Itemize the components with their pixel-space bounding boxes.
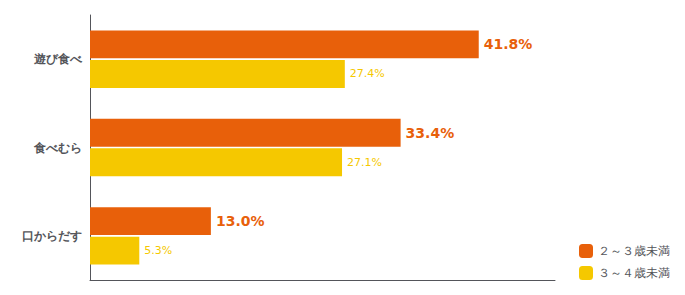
svg-text:33.4%: 33.4% xyxy=(406,125,455,141)
svg-text:5.3%: 5.3% xyxy=(144,244,172,257)
svg-text:41.8%: 41.8% xyxy=(484,36,533,52)
svg-text:口からだす: 口からだす xyxy=(22,229,82,243)
svg-text:２～３歳未満: ２～３歳未満 xyxy=(598,244,670,258)
svg-text:食べむら: 食べむら xyxy=(33,141,82,155)
svg-text:27.4%: 27.4% xyxy=(350,67,385,80)
svg-text:３～４歳未満: ３～４歳未満 xyxy=(598,266,670,280)
svg-text:27.1%: 27.1% xyxy=(347,156,382,169)
svg-text:遊び食べ: 遊び食べ xyxy=(34,52,83,66)
svg-text:13.0%: 13.0% xyxy=(216,213,265,229)
